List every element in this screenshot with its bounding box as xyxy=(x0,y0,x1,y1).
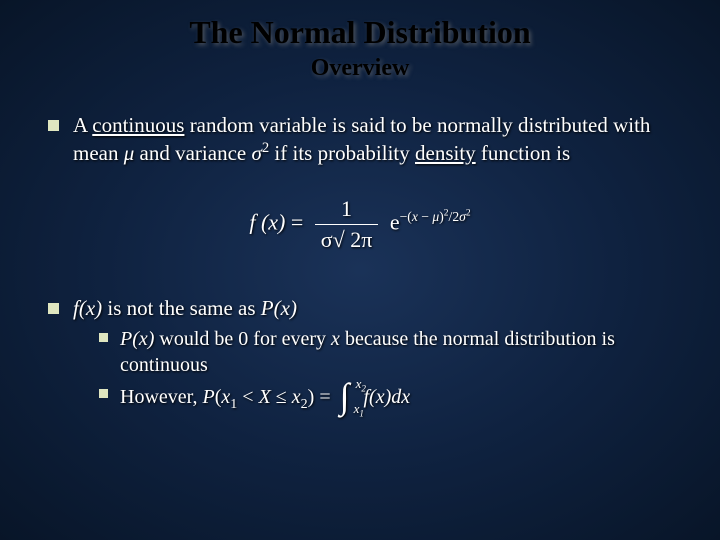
bullet-square-icon xyxy=(48,120,59,131)
bullet-2: f(x) is not the same as P(x) P(x) would … xyxy=(48,295,672,419)
bullet-square-icon xyxy=(99,333,108,342)
slide-subtitle: Overview xyxy=(0,51,720,82)
sub-bullet-list: P(x) would be 0 for every x because the … xyxy=(73,326,672,415)
sub-bullet-2-text: However, P(x1 < X ≤ x2) = x2∫x1 f(x)dx xyxy=(120,382,410,415)
bullet-square-icon xyxy=(99,389,108,398)
slide-title: The Normal Distribution xyxy=(0,0,720,51)
bullet-square-icon xyxy=(48,303,59,314)
sub-bullet-2: However, P(x1 < X ≤ x2) = x2∫x1 f(x)dx xyxy=(99,382,672,415)
sub-bullet-1: P(x) would be 0 for every x because the … xyxy=(99,326,672,378)
pdf-formula: f (x) = 1σ√ 2π e−(x − μ)2/2σ2 xyxy=(48,196,672,253)
integral-symbol: x2∫x1 xyxy=(340,382,350,415)
bullet-1: A continuous random variable is said to … xyxy=(48,112,672,168)
slide-content: A continuous random variable is said to … xyxy=(0,82,720,419)
bullet-1-text: A continuous random variable is said to … xyxy=(73,112,672,168)
sub-bullet-1-text: P(x) would be 0 for every x because the … xyxy=(120,326,672,378)
bullet-2-text: f(x) is not the same as P(x) P(x) would … xyxy=(73,295,672,419)
